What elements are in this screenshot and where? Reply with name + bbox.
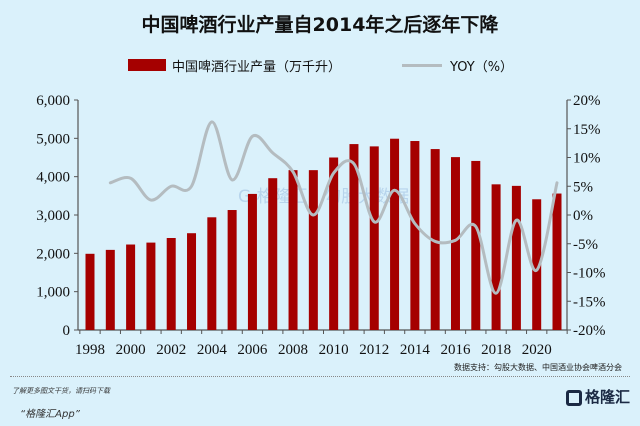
x-tick-label: 2000 [116,342,146,358]
bar-2006 [247,193,257,330]
bar-2021 [552,193,562,330]
right-tick-label: 20% [573,93,601,109]
legend-line-swatch [402,64,442,67]
brand-logo: 格隆汇 [565,386,630,407]
bar-2003 [187,233,197,330]
x-tick-label: 1998 [75,342,105,358]
x-tick-label: 2010 [319,342,349,358]
x-tick-label: 2020 [522,342,552,358]
bar-2020 [532,199,542,330]
x-tick-label: 2016 [440,342,471,358]
bar-1999 [105,249,115,330]
right-tick-label: -10% [573,266,606,282]
right-tick-label: 10% [573,151,601,167]
right-tick-label: -20% [573,323,606,339]
bar-2012 [369,146,379,330]
bar-2005 [227,210,237,330]
left-tick-label: 3,000 [36,208,70,224]
bar-2002 [166,238,176,330]
legend-bar-label: 中国啤酒行业产量（万千升） [172,60,342,75]
legend-line-label: YOY（%） [450,60,514,75]
legend: 中国啤酒行业产量（万千升） YOY（%） [0,55,640,75]
bar-2010 [329,157,339,330]
bar-2016 [450,157,460,330]
right-tick-label: 5% [573,179,593,195]
right-tick-label: 15% [573,122,601,138]
x-tick-label: 2006 [237,342,268,358]
footer-text: 了解更多图文干货，请扫码下载 [12,387,110,395]
bar-2013 [390,138,400,330]
left-tick-label: 5,000 [36,131,70,147]
x-tick-label: 2014 [400,342,431,358]
footer-app: “格隆汇App” [20,409,80,420]
bar-2017 [471,160,481,330]
bar-2011 [349,144,359,330]
left-tick-label: 4,000 [36,170,70,186]
bar-2009 [308,170,318,330]
source-note: 数据支持：勾股大数据、中国酒业协会啤酒分会 [454,363,622,372]
bar-2018 [491,184,501,330]
logo-icon [565,389,582,406]
bar-2004 [207,217,217,330]
divider [10,376,630,377]
right-tick-label: 0% [573,208,593,224]
bar-2015 [430,149,440,330]
logo-text: 格隆汇 [584,388,630,406]
x-tick-label: 2012 [359,342,389,358]
right-tick-label: -5% [573,237,598,253]
bar-2001 [146,242,156,330]
x-tick-label: 2018 [481,342,511,358]
bar-2000 [126,244,136,330]
x-tick-label: 2008 [278,342,308,358]
bar-1998 [85,253,95,330]
left-tick-label: 2,000 [36,246,70,262]
left-tick-label: 1,000 [36,285,70,301]
yoy-line [108,120,559,295]
left-tick-label: 0 [63,323,71,339]
legend-bar-swatch [128,59,166,71]
x-tick-label: 2002 [156,342,186,358]
bar-2007 [268,178,278,330]
x-tick-label: 2004 [197,342,228,358]
chart-title: 中国啤酒行业产量自2014年之后逐年下降 [141,14,499,36]
left-tick-label: 6,000 [36,93,70,109]
bar-2008 [288,170,298,330]
right-tick-label: -15% [573,294,606,310]
bar-2014 [410,141,420,330]
bar-2019 [511,185,521,330]
